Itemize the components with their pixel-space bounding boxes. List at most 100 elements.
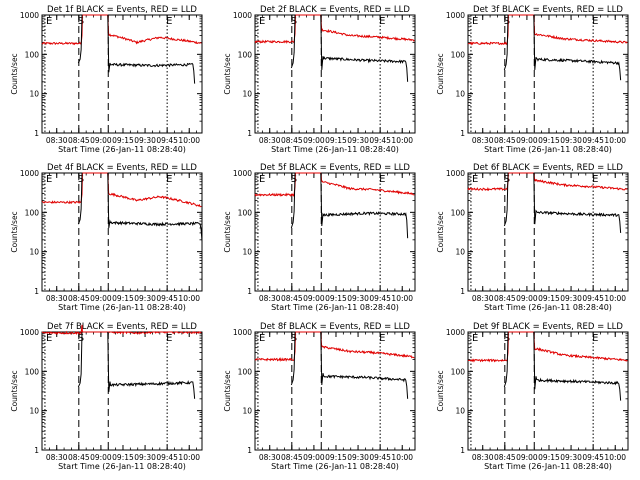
events-series-pre (503, 331, 509, 388)
x-tick-label: 09:45 (582, 294, 604, 303)
lld-series-post (320, 14, 415, 42)
panel-title: Det 9f BLACK = Events, RED = LLD (473, 322, 623, 332)
start-marker-label: S (504, 16, 510, 27)
lld-series-post (533, 172, 628, 191)
x-tick-label: 10:00 (178, 453, 200, 462)
plot-frame (254, 331, 416, 451)
panel-7: Det 7f BLACK = Events, RED = LLD 1 10 100 10… (10, 322, 203, 471)
panel-1: Det 1f BLACK = Events, RED = LLD 1 10 100 10… (10, 5, 203, 154)
lld-series-post (107, 331, 202, 335)
end-marker-label: E (166, 16, 172, 27)
x-tick-label: 08:30 (46, 136, 68, 145)
panel-8: Det 8f BLACK = Events, RED = LLD 1 10 100 10… (223, 322, 416, 471)
plot-frame (467, 331, 629, 451)
events-series-pre (503, 172, 509, 227)
start-marker-label: S (78, 16, 84, 27)
y-tick-label: 100 (238, 367, 253, 376)
end-marker-label: E (259, 16, 265, 27)
x-tick-label: 09:00 (90, 294, 112, 303)
x-tick-label: 09:00 (90, 453, 112, 462)
x-tick-label: 08:45 (281, 136, 303, 145)
x-tick-label: 10:00 (178, 294, 200, 303)
panel-title: Det 1f BLACK = Events, RED = LLD (47, 5, 197, 15)
plot-frame (254, 172, 416, 292)
y-axis-label: Counts/sec (10, 211, 19, 252)
x-axis-label: Start Time (26-Jan-11 08:28:40) (58, 145, 186, 154)
lld-series-post (107, 14, 202, 45)
x-tick-label: 08:45 (281, 294, 303, 303)
panel-title: Det 8f BLACK = Events, RED = LLD (260, 322, 410, 332)
y-tick-label: 1 (460, 129, 465, 138)
x-tick-label: 09:45 (156, 294, 178, 303)
lld-series-post (533, 14, 628, 44)
y-axis-label: Counts/sec (436, 53, 445, 94)
x-tick-label: 08:30 (259, 453, 281, 462)
plot-frame (41, 172, 203, 292)
lld-series-pre (254, 14, 296, 44)
events-series-pre (77, 14, 83, 64)
end-marker-label: E (379, 16, 385, 27)
x-tick-label: 08:30 (472, 294, 494, 303)
x-tick-label: 09:30 (560, 136, 582, 145)
x-tick-label: 09:45 (369, 294, 391, 303)
x-tick-label: 09:00 (516, 294, 538, 303)
x-axis-label: Start Time (26-Jan-11 08:28:40) (484, 145, 612, 154)
panel-title: Det 7f BLACK = Events, RED = LLD (47, 322, 197, 332)
lld-series-pre (41, 14, 83, 46)
end-marker-label: E (46, 174, 52, 185)
events-series-pre (77, 172, 83, 225)
x-tick-label: 08:30 (472, 453, 494, 462)
events-series-post (533, 14, 622, 81)
lld-series-pre (254, 172, 296, 197)
events-series-post (107, 172, 203, 242)
y-tick-label: 100 (451, 208, 466, 217)
plot-frame (41, 331, 203, 451)
y-tick-label: 1000 (233, 169, 252, 178)
lld-series-post (320, 172, 415, 196)
y-axis-label: Counts/sec (10, 53, 19, 94)
y-tick-label: 1 (247, 129, 252, 138)
x-tick-label: 09:45 (156, 136, 178, 145)
x-tick-label: 09:15 (325, 136, 347, 145)
x-tick-label: 09:30 (347, 294, 369, 303)
panel-3: Det 3f BLACK = Events, RED = LLD 1 10 100 10… (436, 5, 629, 154)
x-tick-label: 09:15 (538, 294, 560, 303)
x-tick-label: 09:15 (112, 136, 134, 145)
end-marker-label: E (166, 174, 172, 185)
panel-5: Det 5f BLACK = Events, RED = LLD 1 10 100 10… (223, 163, 416, 312)
y-axis-label: Counts/sec (436, 211, 445, 252)
events-series-pre (290, 331, 296, 386)
start-marker-label: S (291, 333, 297, 344)
events-series-post (320, 14, 409, 82)
y-tick-label: 10 (455, 248, 465, 257)
y-axis-label: Counts/sec (10, 370, 19, 411)
end-marker-label: E (46, 16, 52, 27)
x-tick-label: 09:45 (582, 453, 604, 462)
panel-2: Det 2f BLACK = Events, RED = LLD 1 10 100 10… (223, 5, 416, 154)
x-tick-label: 09:00 (303, 453, 325, 462)
x-axis-label: Start Time (26-Jan-11 08:28:40) (58, 462, 186, 471)
y-tick-label: 1000 (446, 328, 465, 337)
lld-series-pre (467, 14, 509, 46)
x-tick-label: 09:00 (516, 453, 538, 462)
x-tick-label: 09:15 (325, 294, 347, 303)
start-marker-label: S (78, 333, 84, 344)
plot-frame (254, 14, 416, 134)
y-tick-label: 100 (238, 50, 253, 59)
plot-frame (41, 14, 203, 134)
y-axis-label: Counts/sec (223, 370, 232, 411)
x-tick-label: 09:15 (112, 294, 134, 303)
x-tick-label: 09:00 (303, 294, 325, 303)
panel-title: Det 4f BLACK = Events, RED = LLD (47, 163, 197, 173)
x-axis-label: Start Time (26-Jan-11 08:28:40) (271, 462, 399, 471)
x-tick-label: 10:00 (391, 453, 413, 462)
y-tick-label: 1000 (20, 328, 39, 337)
y-tick-label: 100 (25, 367, 40, 376)
x-tick-label: 08:45 (68, 453, 90, 462)
panel-9: Det 9f BLACK = Events, RED = LLD 1 10 100 10… (436, 322, 629, 471)
events-series-post (107, 14, 196, 84)
end-marker-label: E (592, 174, 598, 185)
y-tick-label: 100 (451, 50, 466, 59)
y-tick-label: 100 (451, 367, 466, 376)
